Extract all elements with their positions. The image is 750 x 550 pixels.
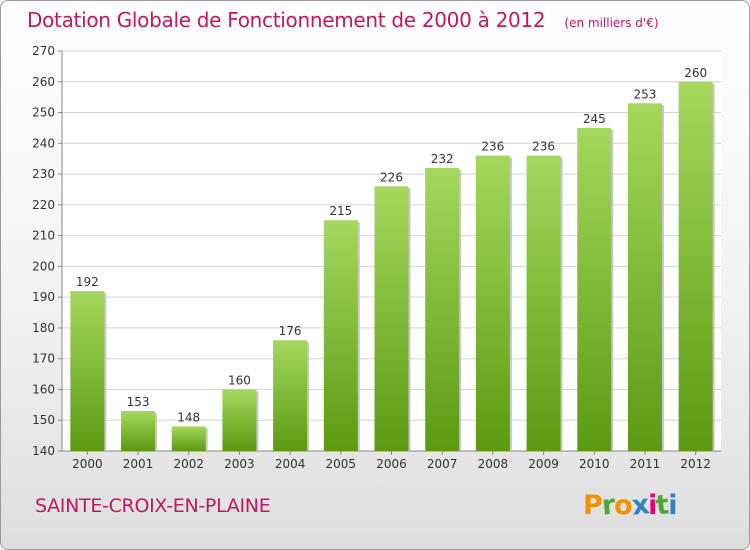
data-label: 232 xyxy=(431,152,454,166)
bar xyxy=(627,103,662,452)
logo-letter: i xyxy=(668,490,677,521)
data-label: 153 xyxy=(127,395,150,409)
y-tick-label: 170 xyxy=(32,352,55,366)
bar xyxy=(323,220,358,451)
x-tick-label: 2001 xyxy=(123,457,154,471)
data-label: 253 xyxy=(634,87,657,101)
bar xyxy=(374,186,409,451)
y-tick-label: 210 xyxy=(32,229,55,243)
x-tick-label: 2010 xyxy=(579,457,610,471)
data-label: 236 xyxy=(532,140,555,154)
logo-letter: o xyxy=(614,490,633,521)
y-tick-label: 240 xyxy=(32,136,55,150)
bar xyxy=(425,167,460,451)
x-tick-label: 2002 xyxy=(173,457,204,471)
y-tick-label: 220 xyxy=(32,198,55,212)
y-tick-label: 270 xyxy=(32,44,55,58)
x-tick-label: 2012 xyxy=(680,457,711,471)
x-tick-label: 2003 xyxy=(224,457,255,471)
bar xyxy=(121,411,156,451)
data-label: 260 xyxy=(684,66,707,80)
commune-name: SAINTE-CROIX-EN-PLAINE xyxy=(35,495,271,517)
bar xyxy=(475,155,510,451)
data-label: 215 xyxy=(329,204,352,218)
data-label: 148 xyxy=(177,410,200,424)
y-tick-label: 190 xyxy=(32,290,55,304)
bar xyxy=(171,426,206,451)
x-tick-label: 2011 xyxy=(630,457,661,471)
x-tick-label: 2007 xyxy=(427,457,458,471)
x-tick-label: 2004 xyxy=(275,457,306,471)
data-label: 192 xyxy=(76,275,99,289)
y-tick-label: 140 xyxy=(32,444,55,458)
title-row: Dotation Globale de Fonctionnement de 20… xyxy=(27,8,659,32)
bar xyxy=(70,291,105,451)
logo-letter: x xyxy=(630,489,650,522)
y-tick-label: 260 xyxy=(32,75,55,89)
bar xyxy=(526,155,561,451)
y-tick-label: 200 xyxy=(32,259,55,273)
x-tick-label: 2008 xyxy=(478,457,509,471)
chart-title: Dotation Globale de Fonctionnement de 20… xyxy=(27,8,546,32)
y-tick-label: 180 xyxy=(32,321,55,335)
bar xyxy=(222,389,257,451)
y-tick-label: 230 xyxy=(32,167,55,181)
data-label: 236 xyxy=(481,140,504,154)
x-tick-label: 2009 xyxy=(528,457,559,471)
data-label: 176 xyxy=(279,324,302,338)
data-label: 160 xyxy=(228,373,251,387)
data-label: 226 xyxy=(380,170,403,184)
bar xyxy=(678,81,713,452)
bar xyxy=(577,127,612,451)
logo-letter: i xyxy=(648,490,657,521)
logo-letter: P xyxy=(583,490,603,521)
x-tick-label: 2006 xyxy=(376,457,407,471)
bar xyxy=(273,340,308,451)
y-tick-label: 160 xyxy=(32,382,55,396)
y-tick-label: 150 xyxy=(32,413,55,427)
chart-unit: (en milliers d'€) xyxy=(564,16,659,30)
y-tick-label: 250 xyxy=(32,106,55,120)
data-label: 245 xyxy=(583,112,606,126)
x-tick-label: 2005 xyxy=(326,457,357,471)
proxiti-logo: Proxiti xyxy=(583,489,678,522)
x-tick-label: 2000 xyxy=(72,457,103,471)
